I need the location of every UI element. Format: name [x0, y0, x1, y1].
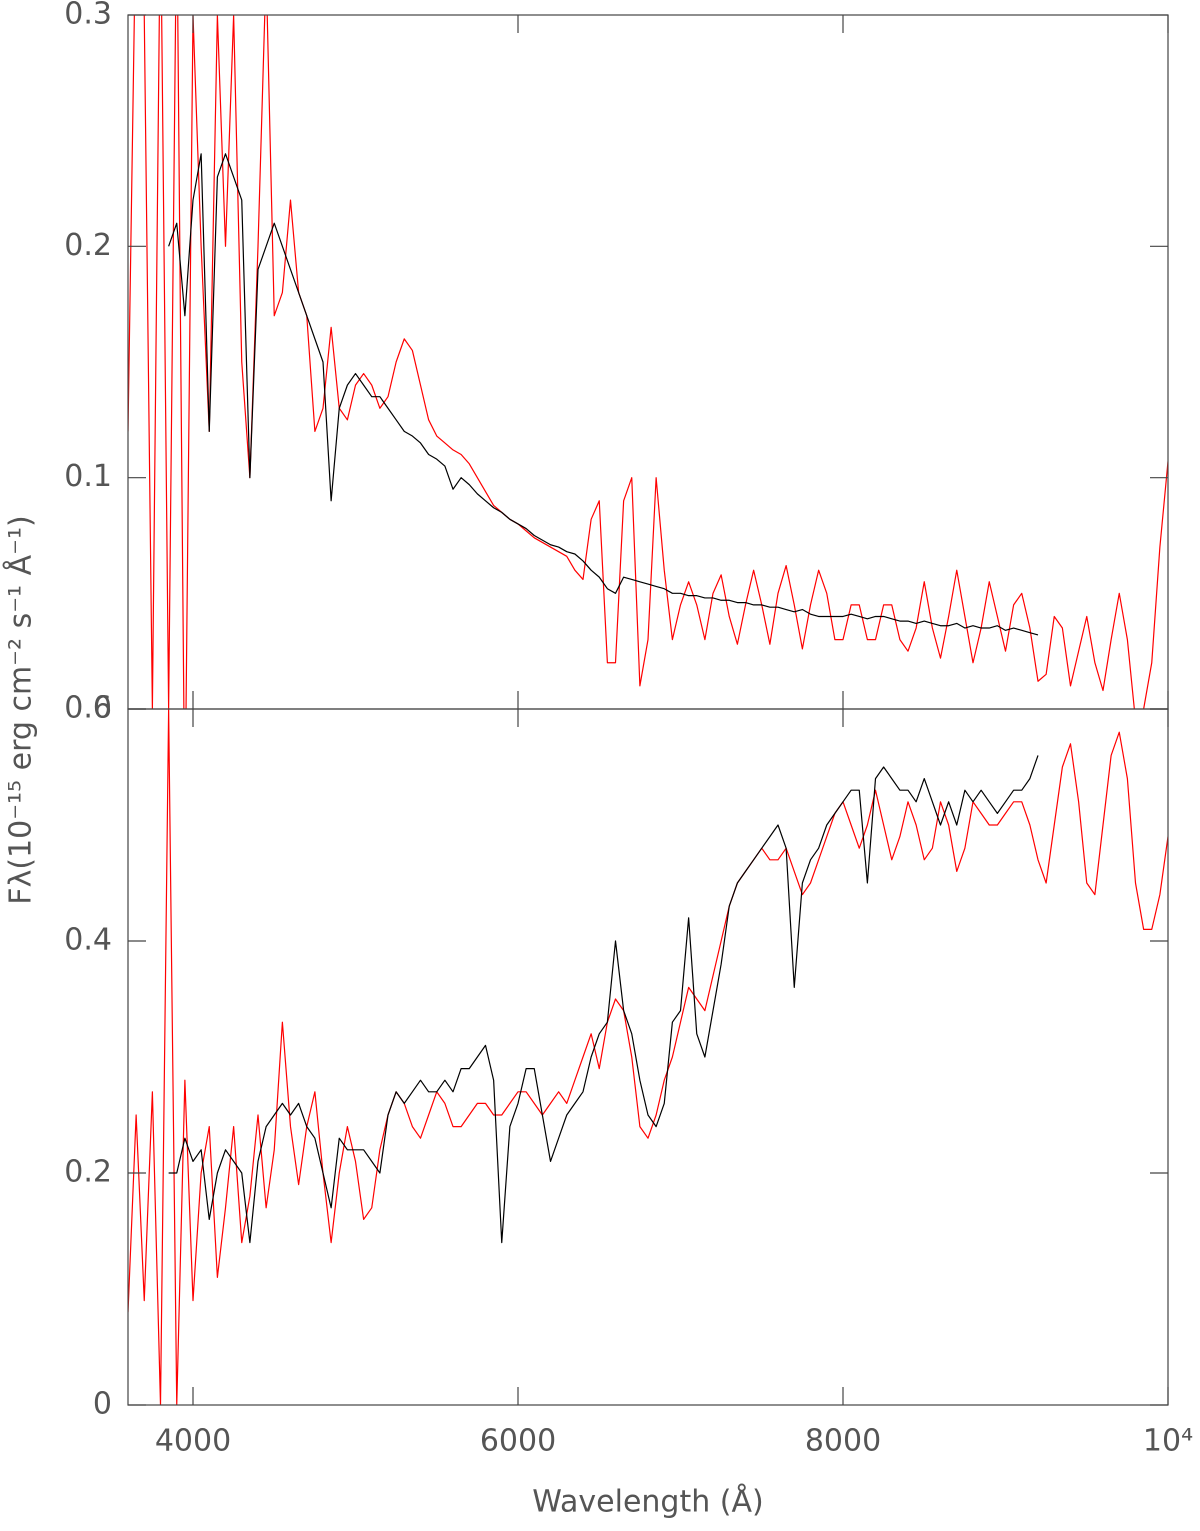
spectrum-line [168, 153, 1039, 636]
plot-frame [127, 708, 1169, 1406]
x-tick-label: 10⁴ [1143, 1424, 1193, 1459]
y-tick-label: 0.2 [64, 228, 112, 263]
y-axis-label: Fλ(10⁻¹⁵ erg cm⁻² s⁻¹ Å⁻¹) [3, 515, 39, 904]
y-tick-label: 0.1 [64, 459, 112, 494]
y-tick-label: 0.6 [64, 691, 112, 726]
y-tick-label: 0 [93, 691, 112, 726]
plot-area [128, 15, 1168, 709]
x-tick-label: 8000 [805, 1424, 881, 1459]
y-tick-label: 0.3 [64, 0, 112, 32]
plot-frame [127, 14, 1169, 710]
y-tick-label: 0.4 [64, 923, 112, 958]
y-tick-label: 0.2 [64, 1155, 112, 1190]
spectrum-line [128, 15, 1168, 709]
x-axis-label: Wavelength (Å) [532, 1484, 763, 1520]
x-tick-label: 4000 [155, 1424, 231, 1459]
y-tick-label: 0 [93, 1387, 112, 1422]
plot-area [128, 709, 1168, 1405]
spectrum-line [128, 709, 1168, 1405]
spectrum-line [168, 755, 1039, 1244]
x-tick-label: 6000 [480, 1424, 556, 1459]
